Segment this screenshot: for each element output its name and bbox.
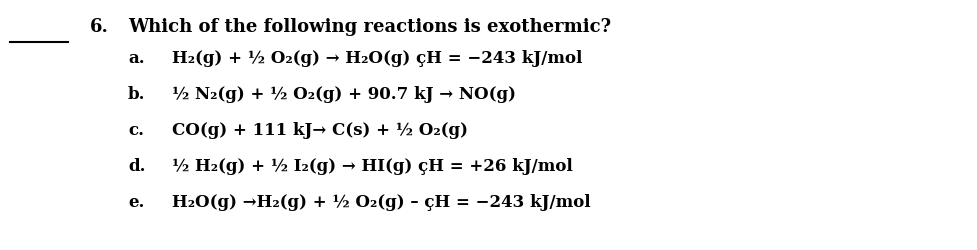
Text: e.: e. bbox=[128, 194, 145, 211]
Text: c.: c. bbox=[128, 122, 144, 139]
Text: d.: d. bbox=[128, 158, 146, 175]
Text: ½ N₂(g) + ½ O₂(g) + 90.7 kJ → NO(g): ½ N₂(g) + ½ O₂(g) + 90.7 kJ → NO(g) bbox=[172, 86, 516, 103]
Text: b.: b. bbox=[128, 86, 146, 103]
Text: 6.: 6. bbox=[90, 18, 108, 36]
Text: a.: a. bbox=[128, 50, 145, 67]
Text: Which of the following reactions is exothermic?: Which of the following reactions is exot… bbox=[128, 18, 611, 36]
Text: ½ H₂(g) + ½ I₂(g) → HI(g) çH = +26 kJ/mol: ½ H₂(g) + ½ I₂(g) → HI(g) çH = +26 kJ/mo… bbox=[172, 158, 573, 175]
Text: CO(g) + 111 kJ→ C(s) + ½ O₂(g): CO(g) + 111 kJ→ C(s) + ½ O₂(g) bbox=[172, 122, 468, 139]
Text: H₂O(g) →H₂(g) + ½ O₂(g) – çH = −243 kJ/mol: H₂O(g) →H₂(g) + ½ O₂(g) – çH = −243 kJ/m… bbox=[172, 194, 590, 211]
Text: H₂(g) + ½ O₂(g) → H₂O(g) çH = −243 kJ/mol: H₂(g) + ½ O₂(g) → H₂O(g) çH = −243 kJ/mo… bbox=[172, 50, 581, 67]
